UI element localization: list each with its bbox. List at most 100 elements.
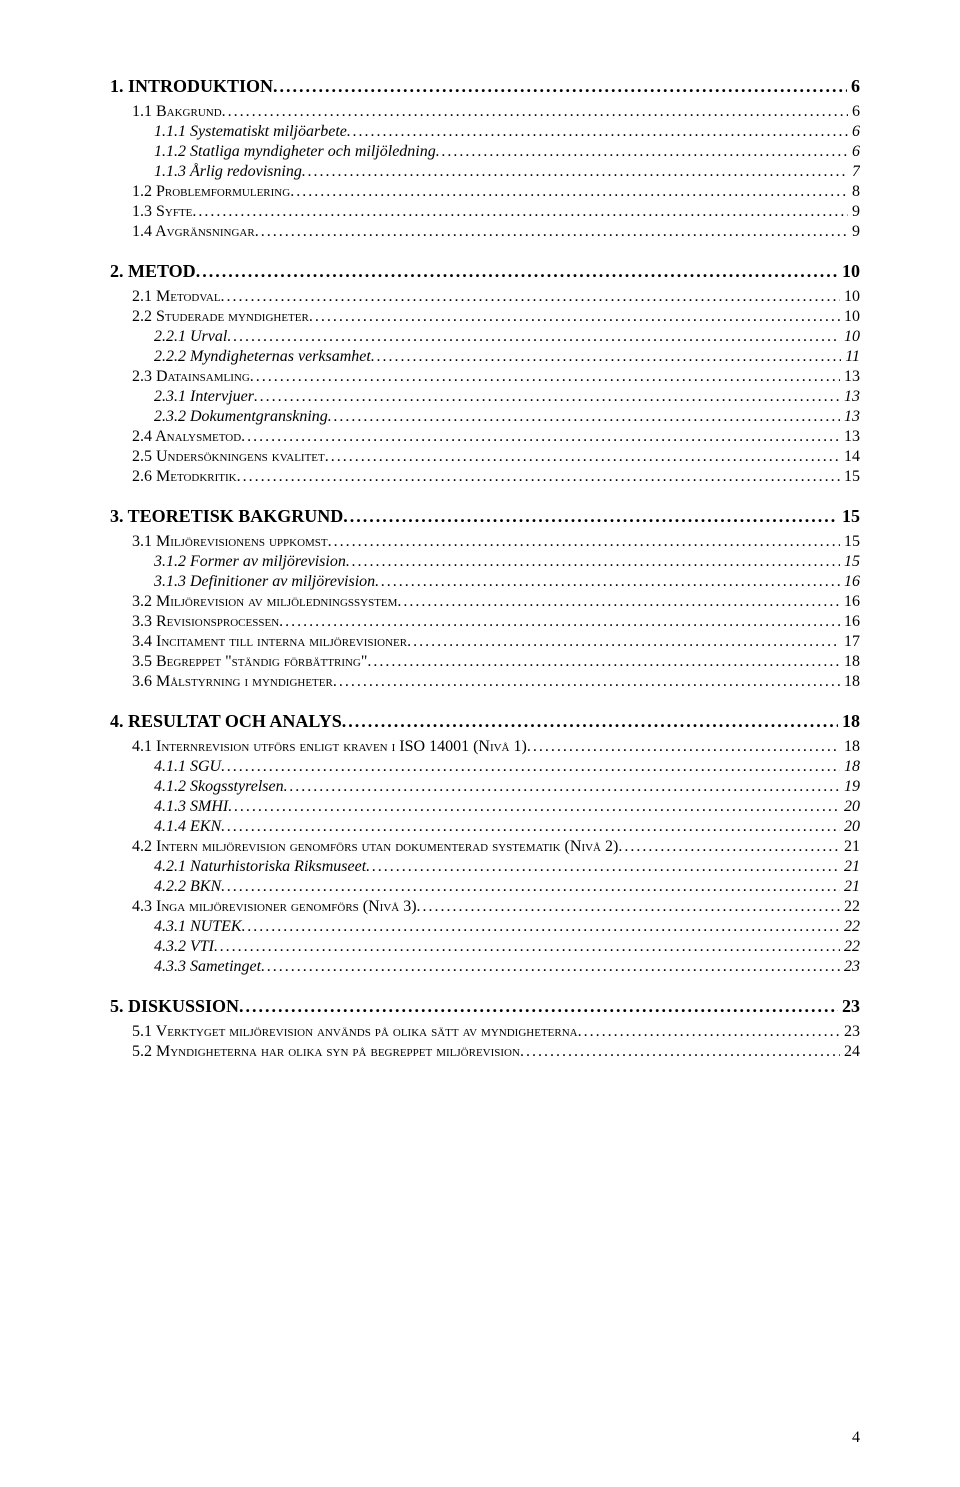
- toc-entry-label: 1.1 Bakgrund: [132, 103, 222, 121]
- toc-entry-page: 18: [840, 673, 860, 691]
- toc-leader: [214, 938, 840, 956]
- toc-leader: [227, 328, 840, 346]
- toc-entry-page: 13: [840, 428, 860, 446]
- toc-entry-page: 20: [840, 798, 860, 816]
- toc-entry: 2.6 Metodkritik15: [110, 468, 860, 486]
- toc-entry-page: 13: [840, 408, 860, 426]
- toc-entry-page: 16: [840, 613, 860, 631]
- toc-leader: [290, 183, 848, 201]
- toc-entry-page: 6: [847, 76, 860, 97]
- toc-entry: 1.1 Bakgrund6: [110, 103, 860, 121]
- toc-leader: [261, 958, 840, 976]
- toc-entry: 4. RESULTAT OCH ANALYS18: [110, 711, 860, 732]
- toc-entry-page: 10: [840, 288, 860, 306]
- toc-entry-page: 23: [840, 958, 860, 976]
- toc-entry-label: 4.2.1 Naturhistoriska Riksmuseet: [154, 858, 366, 876]
- toc-entry: 1. INTRODUKTION 6: [110, 76, 860, 97]
- toc-entry-label: 4.2.2 BKN: [154, 878, 221, 896]
- toc-leader: [196, 261, 838, 282]
- toc-entry-page: 10: [840, 328, 860, 346]
- toc-leader: [221, 758, 840, 776]
- toc-leader: [242, 918, 840, 936]
- toc-leader: [284, 778, 840, 796]
- toc-leader: [302, 163, 848, 181]
- toc-leader: [221, 818, 840, 836]
- toc-entry-label: 4.1.2 Skogsstyrelsen: [154, 778, 284, 796]
- toc-leader: [273, 76, 847, 97]
- toc-entry-label: 2. METOD: [110, 261, 196, 282]
- toc-entry: 4.1 Internrevision utförs enligt kraven …: [110, 738, 860, 756]
- toc-entry-label: 2.2 Studerade myndigheter: [132, 308, 309, 326]
- toc-entry-label: 3.3 Revisionsprocessen: [132, 613, 279, 631]
- toc-entry: 3.1 Miljörevisionens uppkomst 15: [110, 533, 860, 551]
- toc-entry: 2.3.1 Intervjuer13: [110, 388, 860, 406]
- toc-leader: [346, 553, 840, 571]
- toc-entry-label: 4.3.2 VTI: [154, 938, 214, 956]
- toc-entry-page: 22: [840, 898, 860, 916]
- toc-leader: [397, 593, 840, 611]
- toc-leader: [618, 838, 840, 856]
- toc-entry: 4.1.2 Skogsstyrelsen19: [110, 778, 860, 796]
- toc-entry: 1.4 Avgränsningar 9: [110, 223, 860, 241]
- toc-entry-label: 4.2 Intern miljörevision genomförs utan …: [132, 838, 618, 856]
- toc-entry-page: 21: [840, 858, 860, 876]
- toc-leader: [366, 858, 840, 876]
- toc-entry: 2.2 Studerade myndigheter 10: [110, 308, 860, 326]
- toc-entry-label: 1.3 Syfte: [132, 203, 192, 221]
- toc-entry-label: 4.1.3 SMHI: [154, 798, 228, 816]
- toc-entry: 4.3 Inga miljörevisioner genomförs (Nivå…: [110, 898, 860, 916]
- toc-entry: 4.3.1 NUTEK22: [110, 918, 860, 936]
- toc-entry: 2. METOD 10: [110, 261, 860, 282]
- toc-entry-page: 18: [840, 738, 860, 756]
- toc-entry-page: 22: [840, 918, 860, 936]
- toc-entry: 4.1.4 EKN20: [110, 818, 860, 836]
- toc-entry-label: 3.6 Målstyrning i myndigheter: [132, 673, 333, 691]
- toc-entry-page: 15: [840, 553, 860, 571]
- toc-entry-page: 6: [848, 123, 860, 141]
- toc-leader: [578, 1023, 840, 1041]
- toc-leader: [237, 468, 840, 486]
- toc-entry-label: 4.1 Internrevision utförs enligt kraven …: [132, 738, 527, 756]
- toc-leader: [342, 711, 838, 732]
- toc-leader: [239, 996, 838, 1017]
- toc-entry-label: 4. RESULTAT OCH ANALYS: [110, 711, 342, 732]
- toc-entry-page: 10: [838, 261, 860, 282]
- toc-entry: 4.2.1 Naturhistoriska Riksmuseet 21: [110, 858, 860, 876]
- toc-entry: 5.1 Verktyget miljörevision används på o…: [110, 1023, 860, 1041]
- toc-entry-label: 2.2.2 Myndigheternas verksamhet: [154, 348, 371, 366]
- toc-entry-page: 9: [848, 223, 860, 241]
- toc-leader: [255, 223, 848, 241]
- toc-leader: [325, 448, 840, 466]
- toc-entry: 3.4 Incitament till interna miljörevisio…: [110, 633, 860, 651]
- toc-entry-page: 24: [840, 1043, 860, 1061]
- toc-entry: 1.2 Problemformulering8: [110, 183, 860, 201]
- toc-entry-page: 11: [841, 348, 860, 366]
- toc-entry: 2.1 Metodval10: [110, 288, 860, 306]
- toc-entry: 2.3.2 Dokumentgranskning13: [110, 408, 860, 426]
- toc-leader: [527, 738, 840, 756]
- toc-entry: 5. DISKUSSION23: [110, 996, 860, 1017]
- toc-entry-page: 10: [840, 308, 860, 326]
- toc-entry-page: 15: [840, 533, 860, 551]
- toc-entry: 5.2 Myndigheterna har olika syn på begre…: [110, 1043, 860, 1061]
- toc-entry-label: 3.5 Begreppet "ständig förbättring": [132, 653, 367, 671]
- toc-entry-page: 18: [840, 653, 860, 671]
- toc-leader: [241, 428, 840, 446]
- toc-entry-page: 7: [848, 163, 860, 181]
- toc-entry-label: 3.1 Miljörevisionens uppkomst: [132, 533, 328, 551]
- toc-entry-label: 4.3.3 Sametinget: [154, 958, 261, 976]
- toc-entry-label: 1.4 Avgränsningar: [132, 223, 255, 241]
- toc-leader: [228, 798, 840, 816]
- toc-entry: 1.3 Syfte 9: [110, 203, 860, 221]
- toc-entry-page: 18: [840, 758, 860, 776]
- toc-entry-page: 17: [840, 633, 860, 651]
- toc-leader: [371, 348, 841, 366]
- toc-entry-label: 1. INTRODUKTION: [110, 76, 273, 97]
- toc-entry-label: 2.4 Analysmetod: [132, 428, 241, 446]
- toc-leader: [347, 123, 848, 141]
- toc-entry-label: 1.2 Problemformulering: [132, 183, 290, 201]
- toc-leader: [222, 103, 848, 121]
- toc-entry: 3.5 Begreppet "ständig förbättring" 18: [110, 653, 860, 671]
- toc-leader: [367, 653, 840, 671]
- toc-entry-page: 9: [848, 203, 860, 221]
